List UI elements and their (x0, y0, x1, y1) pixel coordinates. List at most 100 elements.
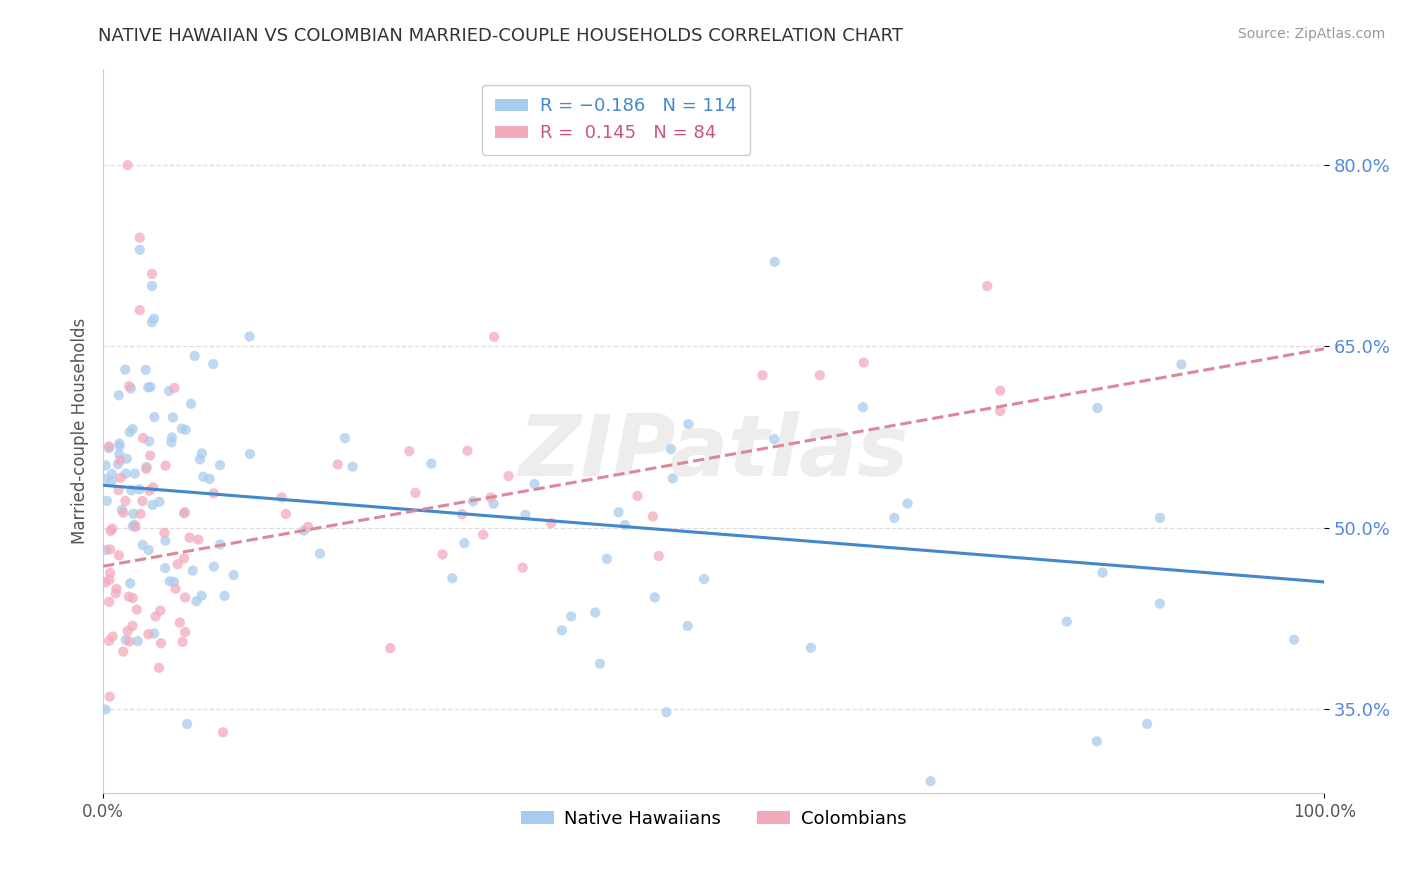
Point (141, 267, 163, 281)
Point (112, 506, 135, 520)
Point (128, 303, 150, 318)
Legend: Native Hawaiians, Colombians: Native Hawaiians, Colombians (513, 803, 914, 835)
Point (138, 627, 160, 641)
Point (155, 458, 177, 473)
Point (988, 404, 1011, 418)
Point (441, 571, 464, 585)
Point (461, 494, 484, 508)
Point (120, 382, 142, 396)
Point (202, 559, 225, 574)
Point (94, 472, 117, 486)
Point (661, 471, 683, 485)
Point (976, 279, 998, 293)
Point (148, 661, 170, 675)
Point (104, 586, 127, 600)
Point (198, 472, 221, 486)
Point (181, 564, 204, 578)
Point (209, 537, 232, 551)
Point (145, 609, 167, 624)
Point (131, 494, 153, 508)
Point (179, 531, 201, 545)
Point (121, 519, 143, 533)
Point (800, 640, 823, 655)
Point (153, 561, 176, 575)
Point (100, 524, 122, 538)
Point (124, 520, 146, 534)
Point (214, 589, 236, 603)
Point (626, 489, 648, 503)
Point (309, 547, 332, 561)
Point (117, 158, 139, 172)
Point (96, 493, 118, 508)
Point (676, 619, 699, 633)
Point (212, 725, 235, 739)
Point (111, 502, 134, 516)
Point (551, 624, 574, 638)
Point (120, 483, 142, 498)
Point (128, 243, 150, 257)
Point (239, 447, 262, 461)
Point (172, 635, 194, 649)
Text: NATIVE HAWAIIAN VS COLOMBIAN MARRIED-COUPLE HOUSEHOLDS CORRELATION CHART: NATIVE HAWAIIAN VS COLOMBIAN MARRIED-COU… (98, 27, 904, 45)
Point (138, 483, 160, 498)
Point (883, 511, 905, 525)
Point (138, 434, 160, 449)
Point (174, 423, 197, 437)
Point (512, 560, 534, 574)
Point (174, 591, 197, 605)
Point (456, 443, 478, 458)
Point (110, 471, 132, 485)
Point (589, 657, 612, 671)
Text: ZIPatlas: ZIPatlas (519, 411, 908, 494)
Point (135, 363, 157, 377)
Point (101, 630, 124, 644)
Point (523, 477, 546, 491)
Point (132, 431, 155, 445)
Text: Source: ZipAtlas.com: Source: ZipAtlas.com (1237, 27, 1385, 41)
Point (115, 467, 138, 481)
Point (1282, 632, 1305, 647)
Point (115, 451, 138, 466)
Point (482, 497, 505, 511)
Point (163, 574, 186, 589)
Point (920, 774, 942, 789)
Point (143, 311, 166, 326)
Point (98, 634, 121, 648)
Point (108, 549, 131, 563)
Point (852, 400, 875, 414)
Point (136, 380, 159, 394)
Point (107, 388, 129, 402)
Point (94, 543, 117, 558)
Point (326, 458, 349, 472)
Point (160, 430, 183, 444)
Point (193, 469, 215, 483)
Point (380, 641, 402, 656)
Point (157, 384, 180, 398)
Point (693, 572, 716, 586)
Point (127, 634, 149, 648)
Point (297, 520, 319, 534)
Point (432, 548, 454, 562)
Point (121, 591, 143, 605)
Point (129, 507, 152, 521)
Point (472, 527, 495, 541)
Point (451, 507, 474, 521)
Point (170, 422, 193, 436)
Point (560, 609, 582, 624)
Point (751, 368, 773, 383)
Point (105, 582, 128, 596)
Point (149, 604, 172, 618)
Point (94, 575, 117, 590)
Point (97, 439, 120, 453)
Point (115, 633, 138, 648)
Point (142, 480, 165, 494)
Point (222, 568, 245, 582)
Point (808, 368, 831, 383)
Point (183, 349, 205, 363)
Point (169, 615, 191, 630)
Point (270, 491, 292, 505)
Point (165, 582, 187, 596)
Point (648, 549, 671, 563)
Point (122, 507, 145, 521)
Point (108, 436, 131, 450)
